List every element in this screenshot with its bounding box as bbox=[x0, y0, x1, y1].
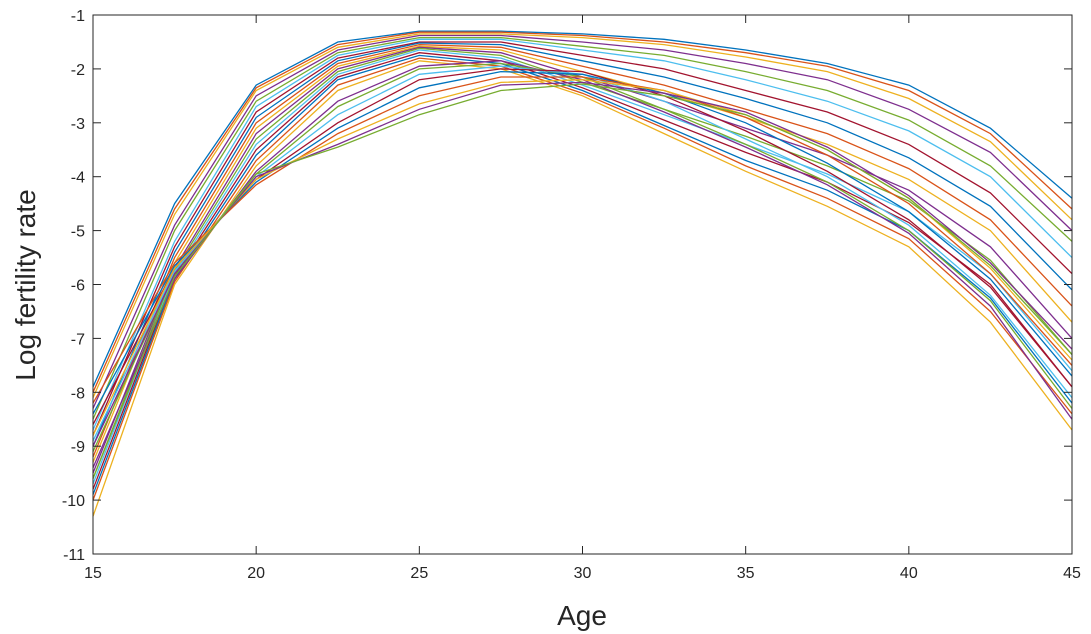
y-axis-title: Log fertility rate bbox=[10, 189, 41, 380]
x-tick-label: 45 bbox=[1063, 565, 1081, 582]
series-line-22 bbox=[92, 70, 1073, 415]
tick-layer: 15 20 25 30 35 40 45 -1 -2 -3 -4 -5 -6 -7 -8 -9 -10 -11 bbox=[62, 8, 1081, 582]
x-tick-label: 20 bbox=[247, 565, 265, 582]
x-tick-label: 35 bbox=[737, 565, 755, 582]
y-tick-label: -6 bbox=[71, 278, 85, 295]
x-axis-title: Age bbox=[557, 600, 607, 631]
x-tick-label: 15 bbox=[84, 565, 102, 582]
y-tick-label: -11 bbox=[63, 547, 85, 564]
series-line-16 bbox=[92, 57, 1073, 501]
x-tick-label: 30 bbox=[574, 565, 592, 582]
series-line-5 bbox=[92, 36, 1073, 420]
series-line-1 bbox=[92, 30, 1073, 388]
y-tick-label: -1 bbox=[71, 8, 85, 25]
y-tick-label: -5 bbox=[71, 224, 85, 241]
x-tick-label: 25 bbox=[410, 565, 428, 582]
series-line-26 bbox=[92, 83, 1073, 479]
y-tick-label: -8 bbox=[71, 385, 85, 402]
y-tick-label: -4 bbox=[71, 170, 85, 187]
series-line-14 bbox=[92, 52, 1073, 490]
series-line-25 bbox=[92, 81, 1073, 447]
x-tick-label: 40 bbox=[900, 565, 918, 582]
series-line-4 bbox=[92, 34, 1073, 409]
y-tick-label: -3 bbox=[71, 116, 85, 133]
series-line-6 bbox=[92, 38, 1073, 431]
y-tick-label: -7 bbox=[71, 331, 85, 348]
series-line-3 bbox=[92, 33, 1073, 398]
series-line-17 bbox=[92, 60, 1073, 517]
y-tick-label: -2 bbox=[71, 62, 85, 79]
series-line-9 bbox=[92, 43, 1073, 458]
series-line-8 bbox=[92, 42, 1073, 447]
series-layer bbox=[92, 30, 1073, 517]
series-line-2 bbox=[92, 31, 1073, 393]
y-tick-label: -10 bbox=[62, 493, 85, 510]
y-tick-label: -9 bbox=[71, 439, 85, 456]
series-line-23 bbox=[92, 76, 1073, 404]
series-line-7 bbox=[92, 41, 1073, 436]
